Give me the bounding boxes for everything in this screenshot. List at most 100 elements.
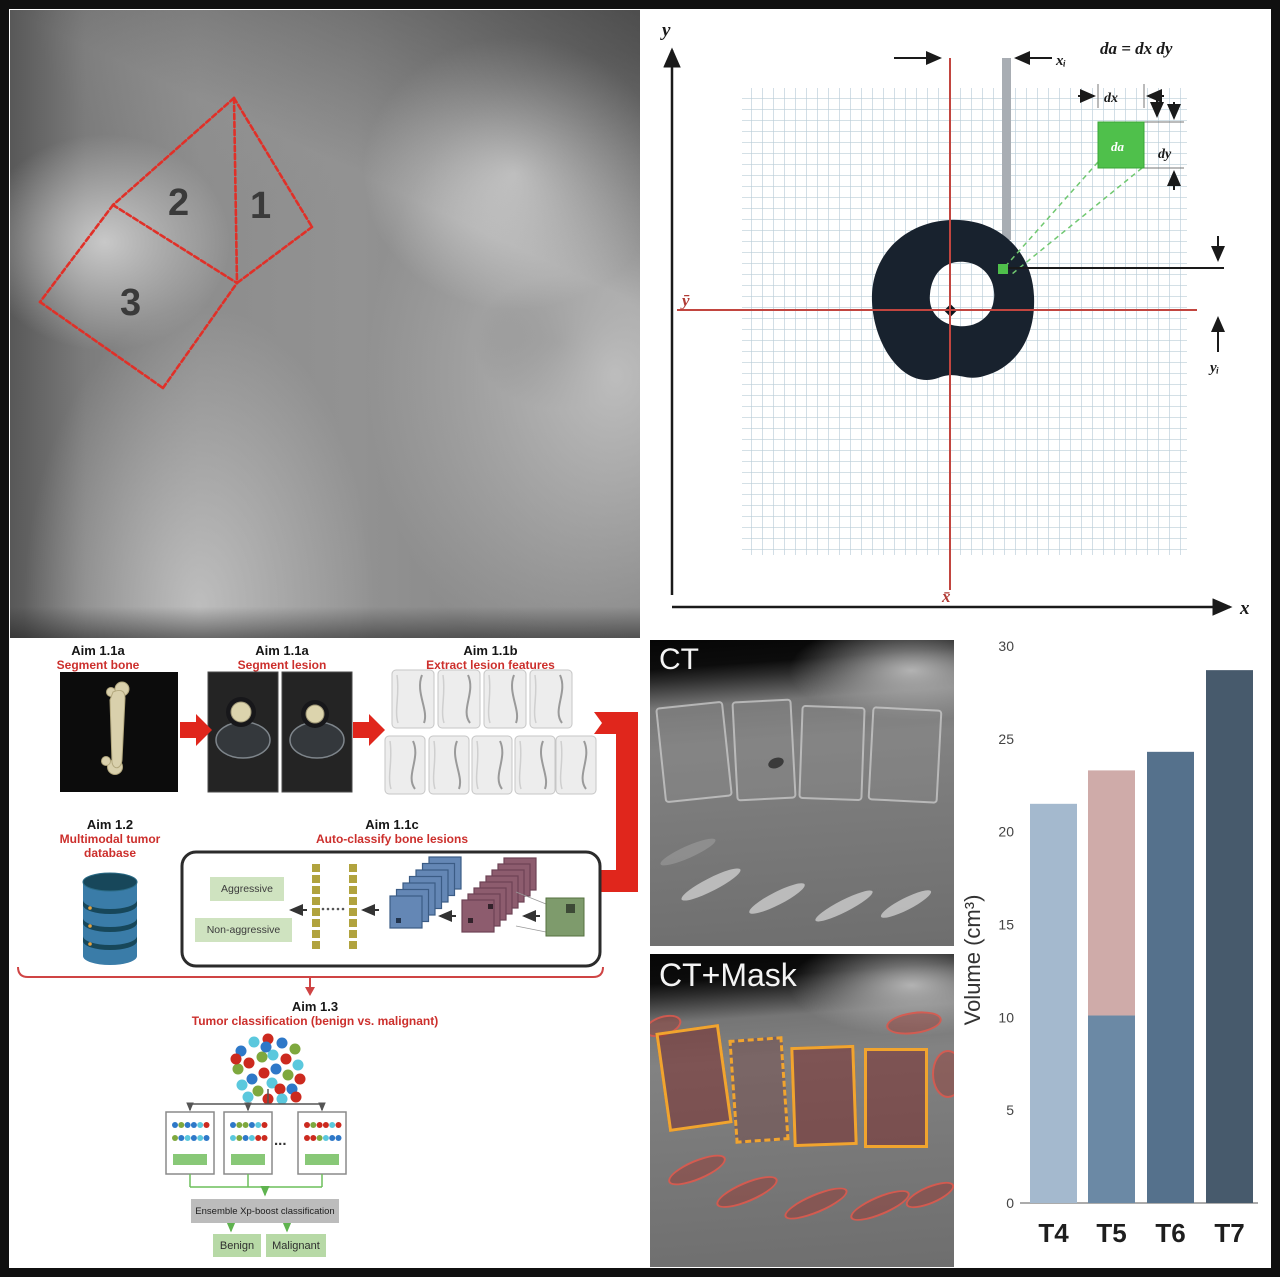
dx-label: dx [1104,91,1118,106]
bone-cross-section [871,219,1035,381]
vertebra-outline [867,706,943,804]
area-element-square [1097,121,1145,169]
ct-mask-label: CT+Mask [659,957,797,993]
aim-title: Aim 1.1a [71,643,125,658]
y-axis-title: Volume (cm³) [960,895,985,1026]
aim-subtitle: Multimodal tumor database [59,831,161,860]
xi-label: xᵢ [1055,53,1066,69]
projection-lines [1003,161,1143,275]
ellipsis-label: ... [274,1132,287,1149]
region-label-1: 1 [250,185,271,227]
ensemble-box: Ensemble Xp-boost classification [191,1199,339,1223]
area-equation-label: da = dx dy [1100,39,1173,58]
hip-xray-panel: 1 2 3 [10,10,640,638]
dx-ticks [1097,84,1184,169]
aim-subtitle: Auto-classify bone lesions [315,831,469,846]
aim-subtitle: Segment bone [56,657,140,672]
bar-segment-T5 [1088,770,1135,1016]
region-label-2: 2 [168,182,189,224]
y-tick-label: 0 [1006,1195,1014,1211]
y-tick-label: 30 [998,638,1014,654]
ct-mask-panel: CT+Mask [650,954,954,1267]
femur-icon [101,681,130,775]
dx-dy-arrows [1078,89,1181,190]
benign-box: Benign [213,1234,261,1257]
bootstrap-sample-boxes [165,1111,347,1175]
vertebra-outline [655,700,733,804]
aim-1-3-block: Aim 1.3 Tumor classification (benign vs.… [160,999,470,1029]
rib-mask [664,1148,730,1192]
aim-subtitle: Extract lesion features [426,657,555,672]
aim-title: Aim 1.3 [291,999,339,1014]
bar-segment-T4 [1030,803,1077,1203]
vertebra-mask-box [790,1044,858,1148]
aim-subtitle: Tumor classification (benign vs. maligna… [191,1013,439,1028]
x-category-label: T4 [1038,1218,1069,1248]
region-label-3: 3 [120,282,141,324]
aim-1-1a-lesion-block: Aim 1.1a Segment lesion [212,643,352,673]
x-category-label: T5 [1096,1218,1126,1248]
element-strip [1002,58,1011,240]
aim-title: Aim 1.2 [86,817,134,832]
y-axis-label: y [660,20,671,41]
centroid-axes [677,58,1197,590]
x-category-label: T7 [1214,1218,1244,1248]
da-label: da [1111,139,1125,154]
cnn-diagram [312,856,585,949]
xray-annotation-overlay: 1 2 3 [38,96,314,390]
rib-streak [678,863,744,906]
ensemble-connectors [189,1174,323,1233]
bar-segment-T5 [1088,1015,1135,1203]
area-moment-diagram-panel: y x x̄ ȳ xᵢ yᵢ da = dx dy dx dy da [652,10,1270,630]
y-tick-label: 15 [998,917,1014,933]
aim-title: Aim 1.1b [463,643,518,658]
y-tick-label: 10 [998,1009,1014,1025]
aim-1-2-block: Aim 1.2 Multimodal tumor database [50,817,170,861]
x-bar-label: x̄ [941,587,951,606]
y-bar-label: ȳ [680,291,690,310]
aim-1-1a-bone-block: Aim 1.1a Segment bone [38,643,158,673]
volume-bar-chart: 0 5 10 15 20 25 30 T4 T5 T6 T7 Volume (cm³) [960,638,1258,1248]
yi-label: yᵢ [1208,360,1219,376]
span-bracket [17,966,604,996]
rib-streak [812,886,876,926]
flow-arrow-right-icon [180,714,385,746]
x-axis-label: x [1239,598,1250,619]
aim-1-1c-block: Aim 1.1c Auto-classify bone lesions [252,817,532,847]
cnn-flow-arrows [289,904,540,922]
aim-title: Aim 1.1a [255,643,309,658]
volume-bar-chart-panel: 0 5 10 15 20 25 30 T4 T5 T6 T7 Volume (cm³) [958,620,1270,1268]
elbow-arrow-icon [565,712,638,899]
aggressive-tag: Aggressive [210,877,284,901]
aim-subtitle: Segment lesion [237,657,327,672]
aims-flowchart-panel: Aim 1.1a Segment bone Aim 1.1a Segment l… [10,642,646,1267]
vertebra-mask-box-dashed [728,1036,790,1144]
flowchart-graphics [17,669,638,1233]
region-outline [38,96,314,390]
rib-streak [746,878,808,919]
y-tick-label: 20 [998,824,1014,840]
vertebra-outline [798,704,866,802]
database-icon [82,872,138,965]
bar-segment-T7 [1206,670,1253,1203]
bar-segment-T6 [1147,751,1194,1203]
tree-connectors [186,1089,326,1112]
vertebra-mask-box [655,1024,733,1132]
non-aggressive-tag: Non-aggressive [195,918,292,942]
aim-title: Aim 1.1c [365,817,419,832]
dy-label: dy [1158,147,1172,162]
aim-1-1b-block: Aim 1.1b Extract lesion features [398,643,583,673]
rib-streak [878,885,934,923]
ct-label: CT [659,643,699,676]
coordinate-axes [663,47,1233,616]
ct-panel: CT [650,640,954,946]
rib-mask [902,1176,954,1214]
y-tick-label: 25 [998,731,1014,747]
red-overlay-blob [932,1050,954,1098]
rib-mask [846,1184,914,1227]
rib-mask [780,1181,852,1226]
x-category-label: T6 [1155,1218,1185,1248]
area-moment-diagram: y x x̄ ȳ xᵢ yᵢ da = dx dy dx dy da [660,20,1250,619]
malignant-box: Malignant [266,1234,326,1257]
